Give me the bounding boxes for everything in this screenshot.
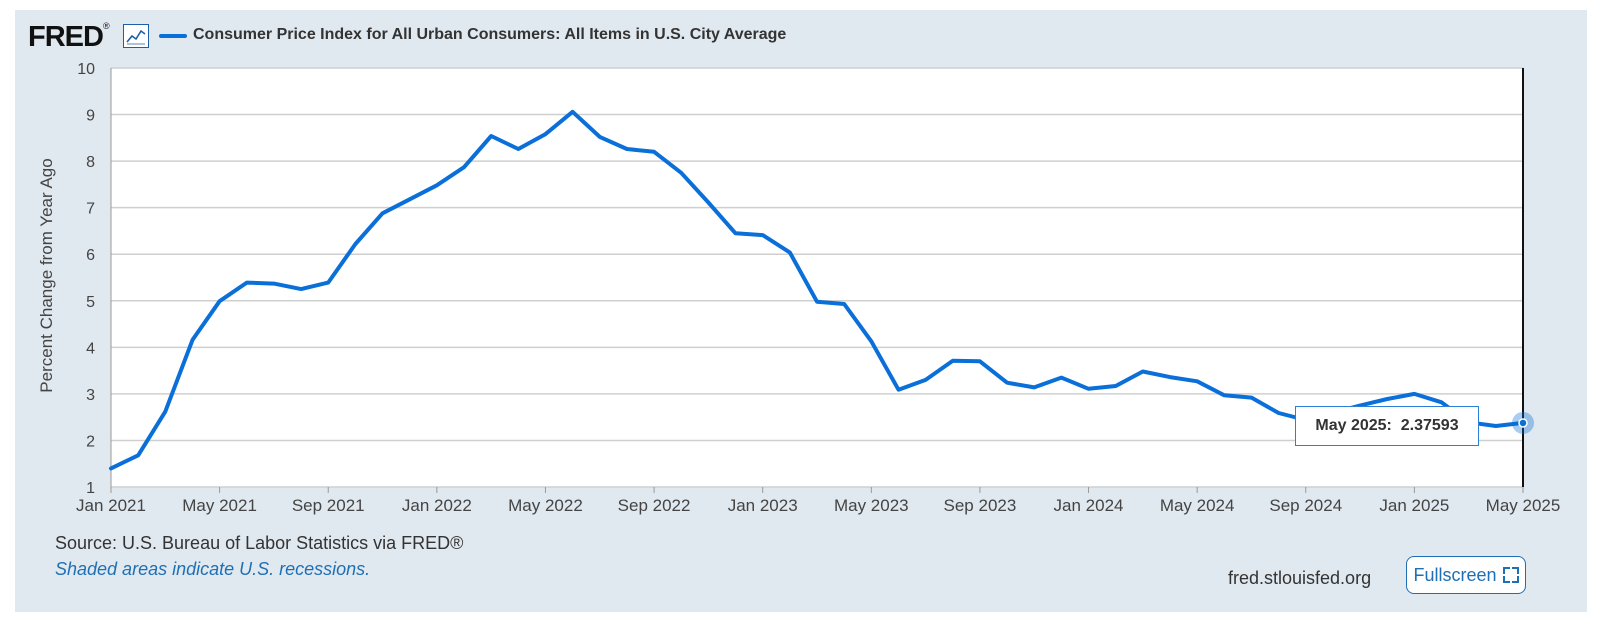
y-tick-label: 8 [86, 154, 95, 171]
x-tick-label: May 2025 [1486, 496, 1561, 515]
x-tick-label: May 2021 [182, 496, 257, 515]
x-tick-label: Sep 2022 [618, 496, 691, 515]
fullscreen-button[interactable]: Fullscreen [1406, 556, 1526, 594]
y-tick-label: 7 [86, 201, 95, 218]
fullscreen-label: Fullscreen [1413, 564, 1497, 585]
y-tick-label: 1 [86, 480, 95, 497]
x-tick-label: May 2022 [508, 496, 583, 515]
y-tick-label: 5 [86, 294, 95, 311]
source-text: Source: U.S. Bureau of Labor Statistics … [55, 533, 464, 553]
series-line [109, 109, 1525, 471]
y-tick-label: 2 [86, 433, 95, 450]
chart-panel: 1 2 3 4 5 6 7 8 9 10 Jan 2021 May 2021 Sep 2021 Jan 2… [15, 10, 1587, 612]
x-tick-label: Sep 2023 [944, 496, 1017, 515]
fred-logo[interactable]: FRED® [28, 21, 110, 53]
x-tick-label: May 2023 [834, 496, 909, 515]
x-tick-label: Jan 2023 [728, 496, 798, 515]
y-tick-label: 6 [86, 247, 95, 264]
y-tick-label: 4 [86, 340, 95, 357]
x-tick-label: Sep 2021 [292, 496, 365, 515]
site-link[interactable]: fred.stlouisfed.org [1228, 568, 1372, 588]
recession-note: Shaded areas indicate U.S. recessions. [55, 559, 371, 579]
x-tick-label: Sep 2024 [1269, 496, 1342, 515]
x-tick-label: Jan 2021 [76, 496, 146, 515]
tooltip-label: May 2025: [1315, 417, 1392, 434]
legend-label[interactable]: Consumer Price Index for All Urban Consu… [193, 26, 787, 43]
x-tick-label: May 2024 [1160, 496, 1235, 515]
highlight-point [1518, 418, 1528, 428]
y-axis-label: Percent Change from Year Ago [37, 158, 56, 392]
y-tick-label: 3 [86, 387, 95, 404]
x-tick-label: Jan 2022 [402, 496, 472, 515]
y-tick-label: 9 [86, 108, 95, 125]
tooltip-value: 2.37593 [1400, 417, 1459, 434]
y-tick-label: 10 [77, 61, 95, 78]
data-tooltip: May 2025: 2.37593 [1295, 406, 1479, 446]
fullscreen-icon [1502, 567, 1519, 583]
line-chart-icon [123, 24, 149, 48]
x-tick-label: Jan 2025 [1379, 496, 1449, 515]
x-tick-label: Jan 2024 [1054, 496, 1124, 515]
chart-svg: 1 2 3 4 5 6 7 8 9 10 Jan 2021 May 2021 Sep 2021 Jan 2… [37, 61, 1561, 515]
legend-swatch [159, 34, 187, 38]
